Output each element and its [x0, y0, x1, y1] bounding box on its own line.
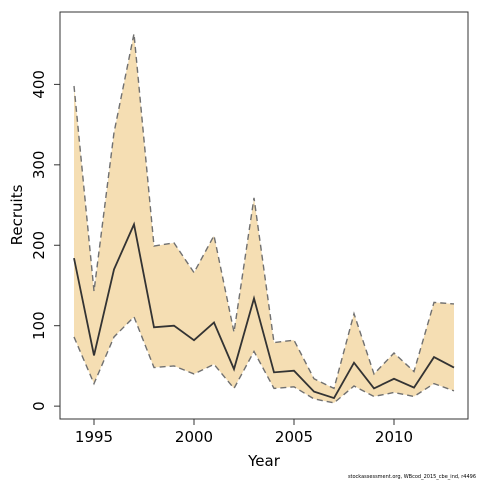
upper-bound-line — [73, 33, 455, 390]
y-axis-title: Recruits — [8, 184, 26, 245]
confidence-band — [74, 33, 454, 403]
x-axis-title: Year — [247, 452, 281, 470]
y-tick-label: 300 — [30, 151, 48, 180]
y-tick-label: 0 — [30, 401, 48, 411]
footnote: stockassessment.org, WBcod_2015_cbe_ind,… — [348, 474, 476, 480]
x-tick-label: 2005 — [275, 428, 313, 446]
x-axis: 1995 2000 2005 2010 — [75, 419, 413, 446]
plot-frame — [59, 11, 469, 420]
y-tick-label: 100 — [30, 311, 48, 340]
x-tick-label: 2010 — [375, 428, 413, 446]
confidence-band-layer — [74, 33, 454, 403]
x-tick-label: 1995 — [75, 428, 113, 446]
estimate-line — [73, 221, 455, 400]
y-tick-label: 200 — [30, 231, 48, 260]
series-line-layer — [73, 33, 455, 404]
y-tick-label: 400 — [30, 70, 48, 99]
lower-bound-line — [73, 315, 455, 404]
x-tick-label: 2000 — [175, 428, 213, 446]
y-axis: 0 100 200 300 400 — [30, 70, 60, 411]
